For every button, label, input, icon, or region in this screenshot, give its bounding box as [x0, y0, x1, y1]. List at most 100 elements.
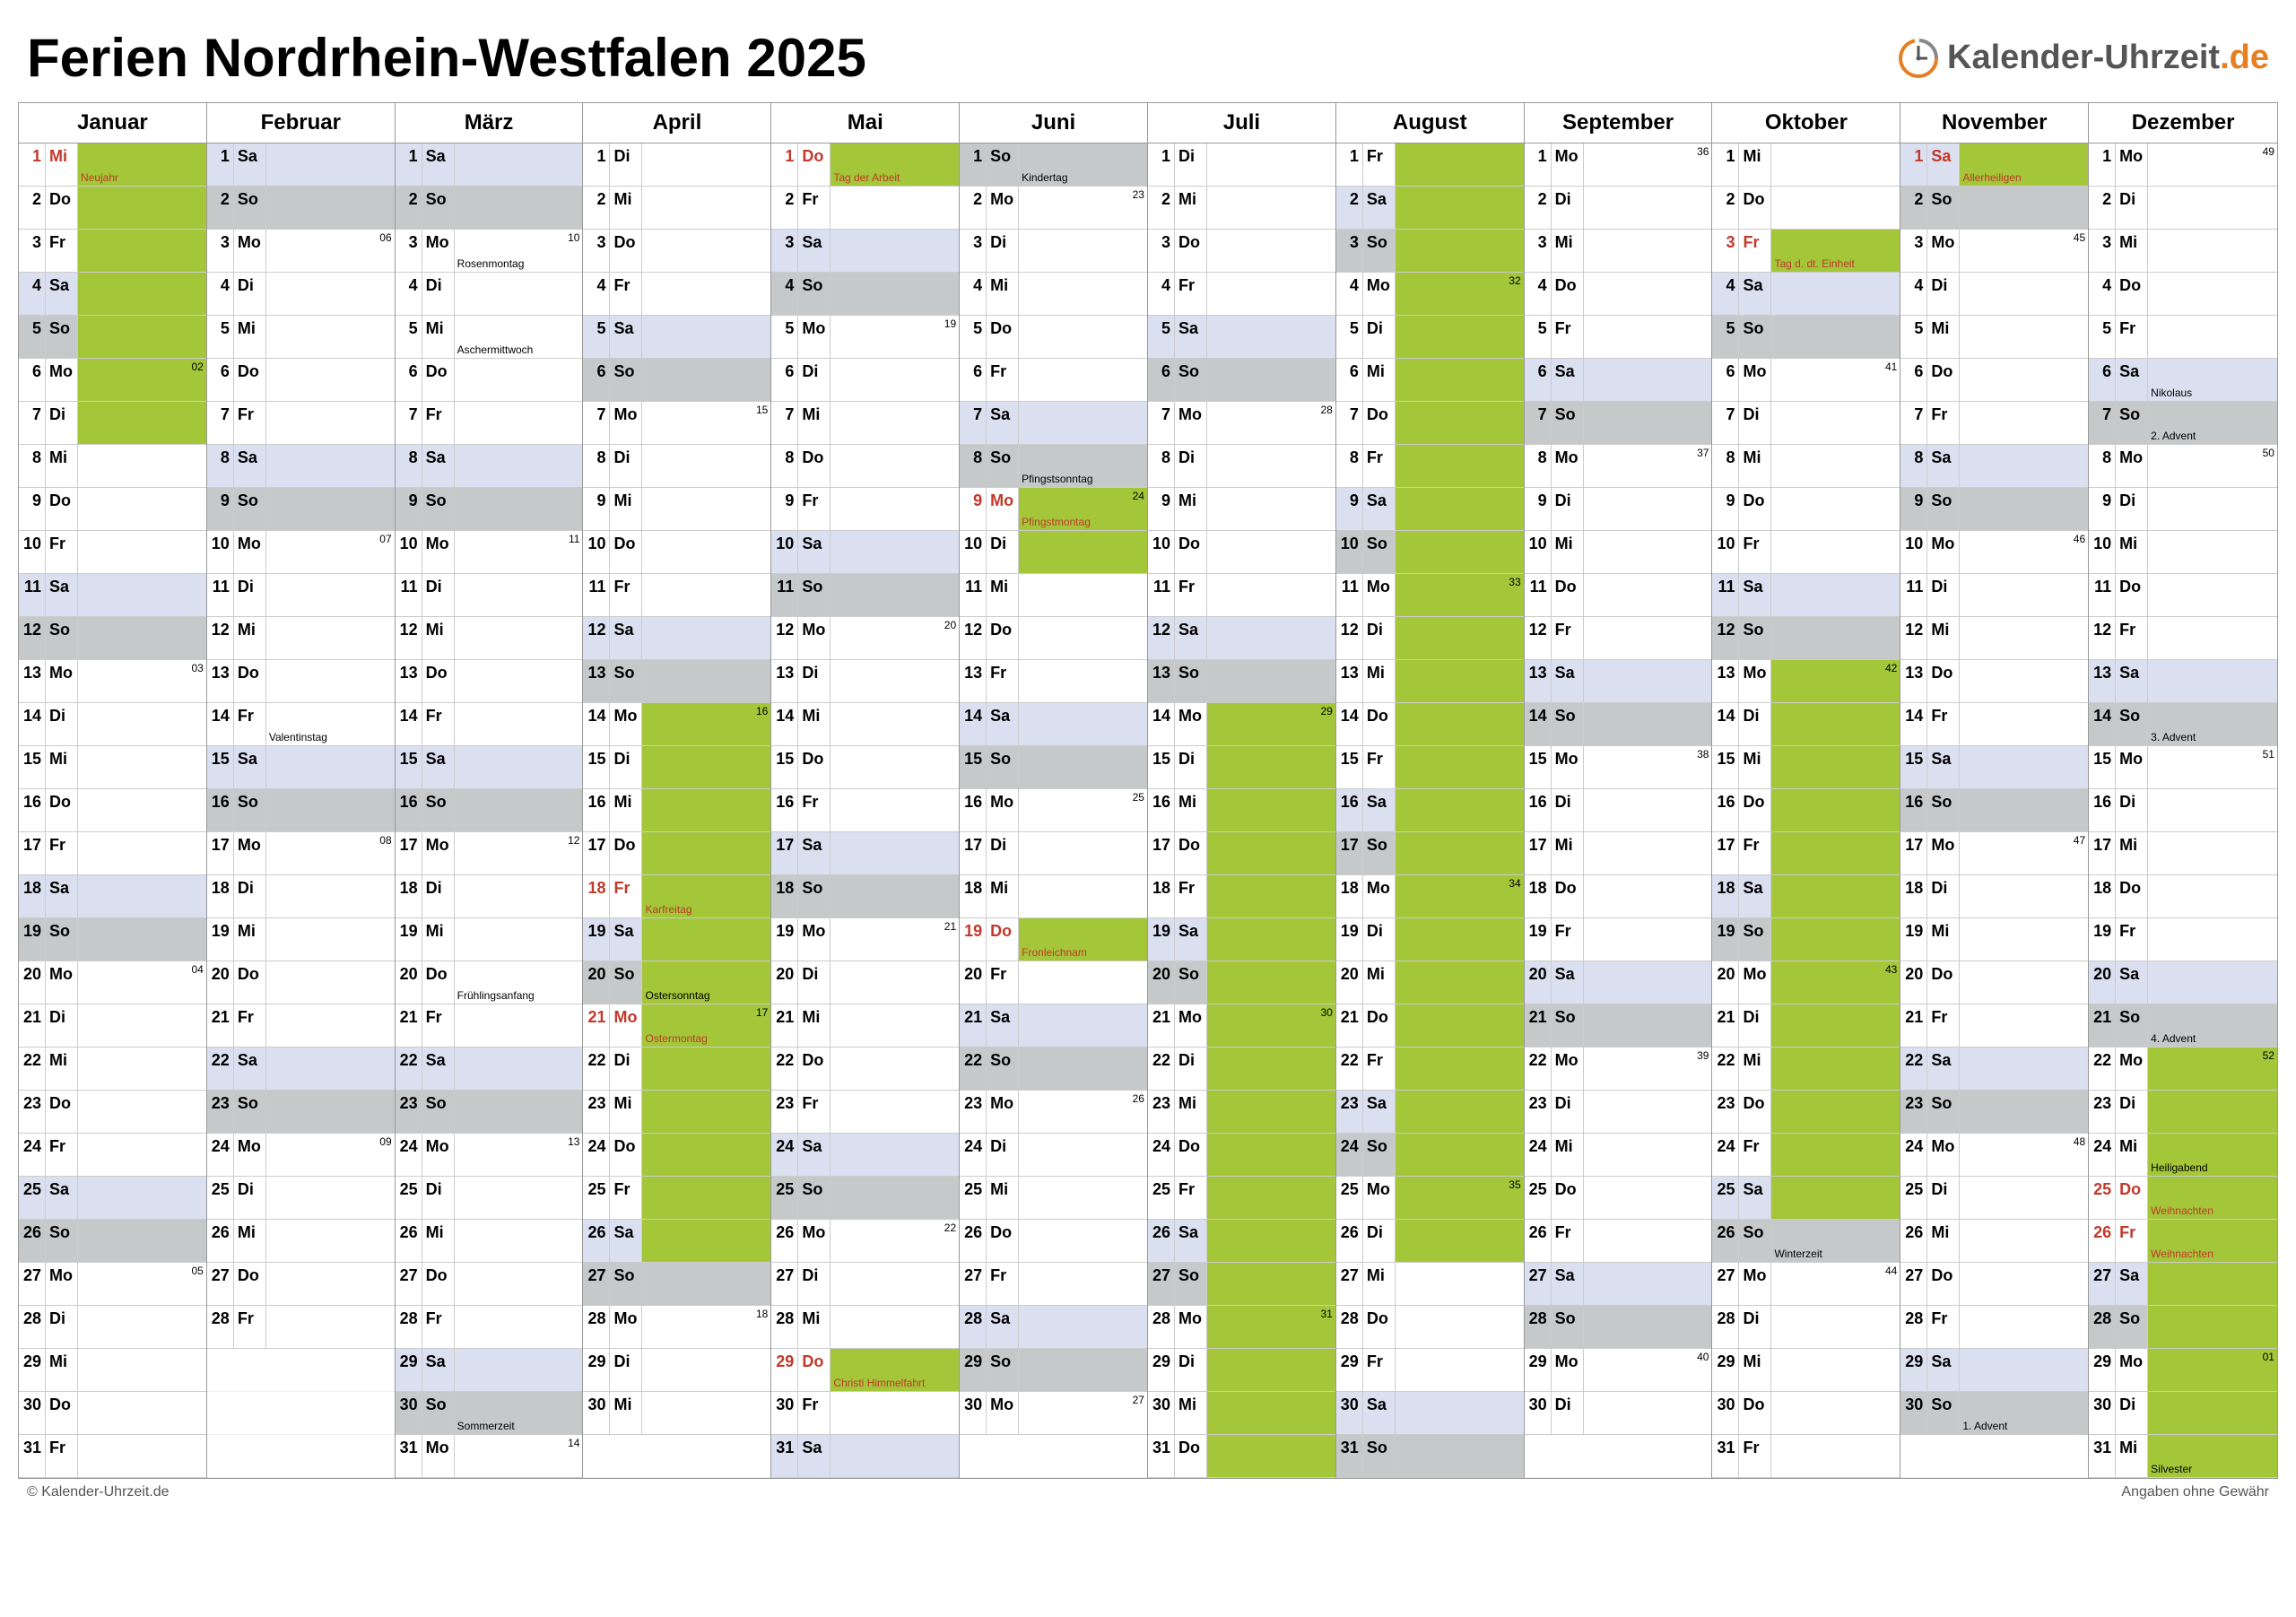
day-body: [2148, 1392, 2277, 1434]
day-weekday: So: [987, 1349, 1019, 1391]
day-body: [1584, 1392, 1712, 1434]
day-cell: 2Fr: [771, 187, 959, 230]
day-body: [642, 273, 770, 315]
day-body: [455, 1048, 583, 1090]
day-number: 3: [207, 230, 234, 272]
day-cell: 25Sa: [1712, 1177, 1900, 1220]
day-body: 29: [1207, 703, 1335, 745]
day-body: 08: [266, 832, 395, 874]
week-number: 25: [1133, 791, 1144, 804]
day-cell: 8Sa: [1900, 445, 2088, 488]
day-number: 17: [1148, 832, 1175, 874]
day-body: Sommerzeit: [455, 1392, 583, 1434]
day-cell: 22Mi: [1712, 1048, 1900, 1091]
day-weekday: Mi: [987, 574, 1019, 616]
day-number: 19: [207, 918, 234, 961]
day-weekday: Mo: [1175, 1306, 1207, 1348]
day-weekday: Mo: [1363, 1177, 1396, 1219]
day-cell: 16Di: [2089, 789, 2277, 832]
day-cell: 10Di: [960, 531, 1147, 574]
day-weekday: Fr: [1739, 1435, 1771, 1477]
day-weekday: Fr: [610, 1177, 642, 1219]
day-number: 16: [1900, 789, 1927, 831]
day-cell: [960, 1435, 1147, 1478]
day-body: [455, 445, 583, 487]
day-body: [1771, 1091, 1900, 1133]
day-cell: 16So: [396, 789, 583, 832]
day-number: 27: [207, 1263, 234, 1305]
day-number: 29: [960, 1349, 987, 1391]
day-weekday: So: [1927, 789, 1960, 831]
day-body: [1396, 1220, 1524, 1262]
day-number: 1: [583, 143, 610, 186]
day-cell: 22Do: [771, 1048, 959, 1091]
site-logo: Kalender-Uhrzeit.de: [1897, 37, 2269, 80]
day-cell: 15Sa: [1900, 746, 2088, 789]
day-weekday: Do: [1552, 574, 1584, 616]
day-weekday: Mo: [422, 531, 455, 573]
day-number: 30: [583, 1392, 610, 1434]
day-number: 3: [1712, 230, 1739, 272]
day-weekday: Di: [798, 1263, 831, 1305]
day-body: [266, 789, 395, 831]
day-number: 23: [771, 1091, 798, 1133]
day-cell: 17So: [1336, 832, 1524, 875]
day-body: [1207, 488, 1335, 530]
day-number: 6: [396, 359, 422, 401]
day-note: Aschermittwoch: [457, 343, 534, 356]
day-note: Allerheiligen: [1962, 171, 2021, 184]
day-cell: 24Mo48: [1900, 1134, 2088, 1177]
day-cell: 29Sa: [1900, 1349, 2088, 1392]
day-number: 20: [207, 961, 234, 1004]
day-weekday: Fr: [1739, 832, 1771, 874]
day-number: 7: [1900, 402, 1927, 444]
week-number: 09: [379, 1135, 391, 1148]
day-cell: 24Sa: [771, 1134, 959, 1177]
week-number: 38: [1697, 748, 1709, 761]
day-body: Aschermittwoch: [455, 316, 583, 358]
day-number: 1: [1148, 143, 1175, 186]
day-body: [1207, 1263, 1335, 1305]
day-weekday: Di: [46, 703, 78, 745]
day-note: Karfreitag: [645, 903, 691, 916]
day-number: 7: [396, 402, 422, 444]
day-body: [1019, 531, 1147, 573]
day-number: 5: [1525, 316, 1552, 358]
day-body: Christi Himmelfahrt: [831, 1349, 959, 1391]
day-weekday: Do: [234, 961, 266, 1004]
day-cell: 7Do: [1336, 402, 1524, 445]
day-number: 21: [207, 1004, 234, 1047]
day-body: [455, 617, 583, 659]
day-cell: 7Fr: [396, 402, 583, 445]
day-number: 12: [960, 617, 987, 659]
day-number: 16: [771, 789, 798, 831]
day-cell: 23Mo26: [960, 1091, 1147, 1134]
day-weekday: Sa: [610, 617, 642, 659]
day-cell: 24MiHeiligabend: [2089, 1134, 2277, 1177]
day-weekday: Mi: [2116, 1435, 2148, 1477]
day-number: 3: [960, 230, 987, 272]
day-weekday: Fr: [46, 1435, 78, 1477]
day-number: 10: [19, 531, 46, 573]
week-number: 42: [1885, 662, 1897, 674]
day-weekday: Mo: [1175, 402, 1207, 444]
day-cell: 4Sa: [19, 273, 206, 316]
day-number: 26: [1712, 1220, 1739, 1262]
day-weekday: Di: [798, 660, 831, 702]
day-number: 2: [2089, 187, 2116, 229]
day-number: 4: [2089, 273, 2116, 315]
day-cell: 4Fr: [1148, 273, 1335, 316]
week-number: 48: [2074, 1135, 2085, 1148]
day-body: 43: [1771, 961, 1900, 1004]
week-number: 14: [568, 1437, 579, 1449]
day-cell: 13Mo03: [19, 660, 206, 703]
day-number: 28: [771, 1306, 798, 1348]
day-cell: 14Mi: [771, 703, 959, 746]
day-weekday: Di: [2116, 187, 2148, 229]
day-number: 29: [19, 1349, 46, 1391]
day-number: 28: [1712, 1306, 1739, 1348]
day-cell: [583, 1435, 770, 1478]
day-body: [1019, 1220, 1147, 1262]
day-body: [831, 832, 959, 874]
day-weekday: Sa: [610, 1220, 642, 1262]
